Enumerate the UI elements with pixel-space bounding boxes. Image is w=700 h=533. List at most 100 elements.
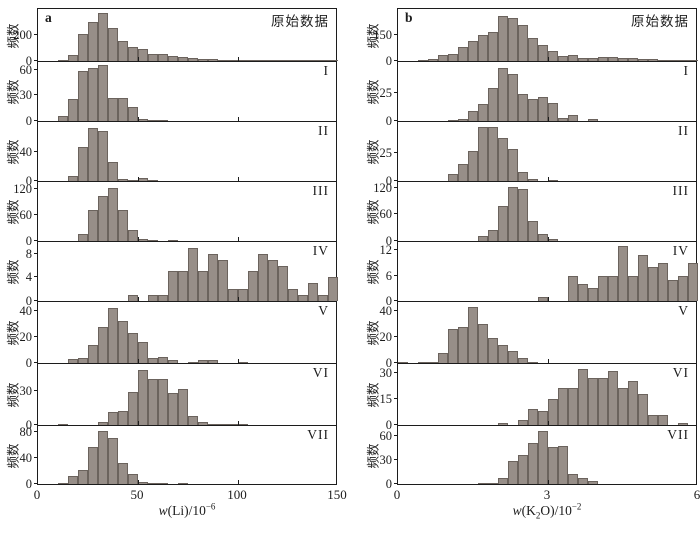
- histogram-bar: [538, 297, 548, 301]
- y-axis-tick: [34, 362, 38, 363]
- y-axis-tick: [394, 371, 398, 373]
- histogram-bar: [518, 25, 528, 61]
- histogram-bar: [528, 409, 538, 425]
- x-axis-title: w(K2O)/10−2: [397, 502, 697, 521]
- y-axis-title: 频数: [366, 382, 381, 408]
- histogram-bar: [178, 57, 188, 61]
- y-axis-tick: [34, 34, 38, 35]
- histogram-bar: [278, 60, 288, 61]
- histogram-bar: [468, 307, 478, 363]
- histogram-bar: [158, 54, 168, 61]
- y-tick-label: 40: [19, 144, 33, 159]
- y-tick-label: 60: [379, 429, 393, 444]
- histogram-bar: [118, 463, 128, 484]
- y-tick-label: 120: [13, 181, 32, 196]
- histogram-bar: [228, 289, 238, 301]
- y-axis-tick: [34, 180, 38, 181]
- histogram-bar: [58, 483, 68, 484]
- y-axis-tick: [394, 151, 398, 153]
- histogram-bar: [638, 255, 648, 301]
- histogram-bar: [498, 423, 508, 425]
- subfigure-letter: b: [405, 10, 413, 25]
- histogram-bar: [248, 60, 258, 61]
- y-tick-label: 0: [25, 234, 32, 248]
- y-axis-tick: [34, 389, 38, 391]
- panel-label: 原始数据: [271, 14, 329, 29]
- histogram-bar: [668, 280, 678, 301]
- x-axis-title-part: 2: [535, 510, 541, 521]
- histogram-panel-a-4: 0 60 120 频数 III: [7, 182, 337, 247]
- histogram-bar: [568, 55, 578, 61]
- histogram-bar: [158, 483, 168, 484]
- histogram-bar: [628, 381, 638, 425]
- y-tick-label: 20: [19, 330, 33, 344]
- histogram-bar: [498, 206, 508, 241]
- panel-label: VI: [312, 365, 329, 380]
- y-axis-tick: [394, 362, 398, 363]
- histogram-bar: [538, 431, 548, 484]
- histogram-bar: [688, 60, 698, 61]
- histogram-bar: [478, 104, 488, 121]
- histogram-bar: [498, 138, 508, 181]
- histogram-bar: [118, 179, 128, 181]
- histogram-bar: [258, 60, 268, 61]
- histogram-bar: [288, 289, 298, 301]
- x-axis-title-part: −6: [205, 501, 216, 512]
- histogram-bar: [518, 94, 528, 121]
- histogram-bar: [58, 424, 68, 425]
- histogram-bar: [448, 54, 458, 61]
- histogram-bar: [458, 164, 468, 181]
- histogram-bar: [468, 41, 478, 61]
- y-axis-tick: [34, 424, 38, 425]
- histogram-bar: [528, 362, 538, 363]
- y-axis-tick: [34, 336, 38, 337]
- histogram-bar: [168, 393, 178, 425]
- histogram-bar: [568, 115, 578, 121]
- y-axis-title: 频数: [6, 199, 21, 225]
- y-axis-tick: [394, 60, 398, 61]
- panel-column-b: 0 150 频数 原始数据 b 0 25 频数 I 0 25 频数 II 0 60 120 频数 III 0 6 12 频…: [367, 8, 700, 520]
- histogram-bar: [208, 424, 218, 425]
- histogram-bar: [88, 128, 98, 181]
- y-axis-title: 频数: [6, 382, 21, 408]
- histogram-bar: [98, 65, 108, 121]
- y-tick-label: 0: [385, 294, 392, 308]
- histogram-bar: [148, 358, 158, 363]
- histogram-bar: [68, 359, 78, 363]
- y-axis-title: 频数: [366, 23, 381, 49]
- histogram-bar: [468, 111, 478, 121]
- histogram-bar: [528, 38, 538, 61]
- y-axis-tick: [394, 435, 398, 437]
- histogram-bar: [508, 187, 518, 241]
- histogram-bar: [478, 236, 488, 241]
- histogram-bar: [148, 54, 158, 61]
- y-tick-label: 0: [385, 174, 392, 188]
- histogram-bar: [78, 358, 88, 363]
- histogram-bar: [688, 263, 698, 301]
- subfigure-letter: a: [45, 10, 52, 25]
- panel-label: IV: [672, 243, 689, 258]
- x-axis-tick: [138, 421, 139, 425]
- histogram-bar: [188, 248, 198, 301]
- y-tick-label: 0: [25, 54, 32, 68]
- histogram-bar: [518, 189, 528, 241]
- histogram-bar: [448, 174, 458, 181]
- histogram-bar: [158, 379, 168, 425]
- histogram-bar: [458, 327, 468, 363]
- y-tick-label: 40: [19, 304, 33, 319]
- y-axis-tick: [34, 94, 38, 96]
- y-tick-label: 60: [19, 62, 33, 77]
- histogram-bar: [68, 176, 78, 181]
- y-axis-title: 频数: [6, 442, 21, 469]
- histogram-bar: [278, 266, 288, 301]
- histogram-bar: [238, 60, 248, 61]
- histogram-bar: [118, 411, 128, 425]
- histogram-bar: [328, 60, 338, 61]
- histogram-bar: [138, 119, 148, 121]
- y-axis-tick: [34, 120, 38, 121]
- y-axis-tick: [34, 252, 38, 254]
- histogram-bar: [398, 362, 408, 363]
- y-tick-label: 0: [385, 234, 392, 248]
- x-axis-title-part: w: [158, 503, 168, 518]
- histogram-bar: [108, 188, 118, 241]
